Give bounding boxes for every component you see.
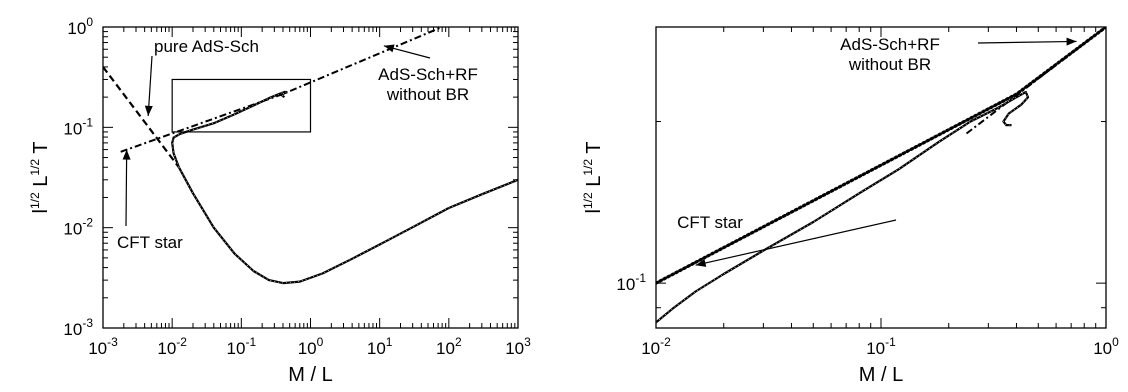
y-tick-label: 100 [67, 15, 93, 38]
annotation-arrow [147, 55, 153, 116]
x-axis-label: M / L [288, 364, 332, 386]
series-overlay [656, 91, 1029, 323]
x-tick-label: 100 [1093, 335, 1119, 358]
annotation-arrow [695, 219, 897, 266]
annotation-arrowhead [144, 105, 153, 116]
x-tick-label: 102 [436, 335, 462, 358]
plot-area [656, 27, 1106, 324]
annotation-arrowhead [1066, 37, 1077, 46]
x-axis-label: M / L [859, 364, 903, 386]
annotation-arrow [977, 40, 1077, 44]
y-tick-label: 10-2 [63, 216, 93, 239]
annotation-arrowhead [695, 259, 707, 267]
plot-frame [655, 26, 1107, 329]
x-tick-label: 101 [367, 335, 393, 358]
x-tick-label: 10-2 [157, 335, 187, 358]
series-line-dashed [103, 66, 180, 168]
left-panel: 10-3 10-2 10-1 100 101 102 103 10-3 10-2 10-1 100 M… [28, 15, 531, 386]
series-line-dash-dot [965, 27, 1106, 135]
series-line-solid [177, 166, 518, 285]
x-tick-label: 10-2 [641, 335, 671, 358]
annotation-arrow [125, 149, 128, 227]
series-line-solid [171, 90, 288, 168]
right-panel: 10-2 10-1 100 10-1 M / L l1/2 L1/2 T CFT star A… [581, 26, 1119, 386]
y-tick-label: 10-3 [63, 316, 93, 339]
annotation-arrowhead [122, 149, 131, 160]
series-overlay [171, 91, 288, 168]
inset-box [171, 78, 312, 133]
series-line-solid [656, 90, 1030, 324]
annotation-label: pure AdS-Sch [154, 37, 259, 56]
series-overlay [178, 167, 518, 284]
annotation-label: AdS-Sch+RF without BR [840, 35, 940, 74]
y-tick-label: 10-1 [63, 115, 93, 138]
y-axis-label: l1/2 L1/2 T [28, 142, 52, 214]
annotation-label: CFT star [117, 233, 183, 252]
annotation-arrowhead [383, 44, 395, 53]
y-tick-label: 10-1 [616, 271, 646, 294]
x-tick-label: 10-3 [88, 335, 118, 358]
plot-frame [102, 26, 519, 329]
x-tick-label: 10-1 [866, 335, 896, 358]
x-tick-label: 103 [505, 335, 531, 358]
x-tick-label: 10-1 [227, 335, 257, 358]
annotation-label: AdS-Sch+RF without BR [378, 65, 478, 104]
y-axis-label: l1/2 L1/2 T [581, 142, 605, 214]
annotation-label: CFT star [677, 213, 743, 232]
x-tick-label: 100 [298, 335, 324, 358]
